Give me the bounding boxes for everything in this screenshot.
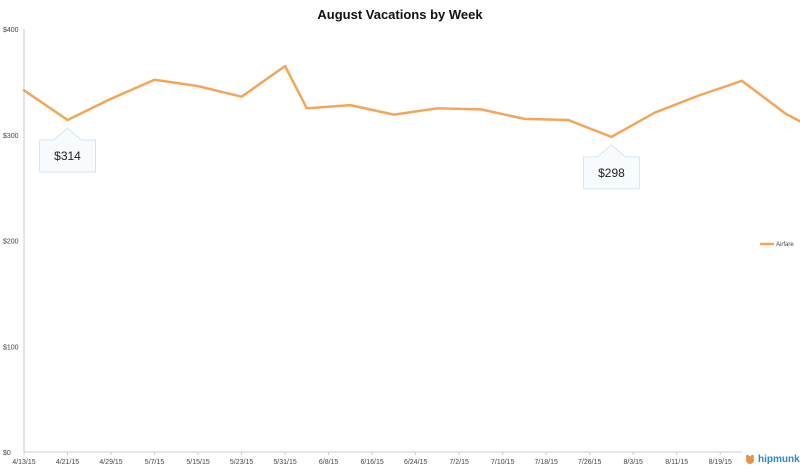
callout-box — [39, 127, 97, 173]
data-point — [240, 95, 243, 98]
data-point — [392, 113, 396, 116]
x-tick-label: 5/23/15 — [230, 459, 253, 466]
x-tick-label: 6/8/15 — [319, 459, 339, 466]
x-tick-label: 4/29/15 — [99, 459, 122, 466]
x-tick-label: 6/24/15 — [404, 459, 427, 466]
data-point — [66, 118, 69, 122]
data-point — [22, 89, 26, 92]
y-tick-label: $0 — [3, 450, 11, 457]
y-tick-label: $400 — [3, 27, 19, 34]
hipmunk-logo: hipmunk — [744, 450, 800, 468]
y-tick-label: $100 — [3, 344, 19, 351]
y-tick-label: $200 — [3, 239, 19, 246]
callout-label: $314 — [54, 149, 81, 163]
brand-name: hipmunk — [758, 453, 800, 465]
x-tick-label: 4/13/15 — [12, 459, 35, 466]
data-point — [436, 107, 439, 110]
x-tick-label: 5/15/15 — [186, 459, 209, 466]
x-tick-label: 8/11/15 — [665, 459, 688, 466]
data-point — [653, 111, 657, 114]
callout-label: $298 — [598, 166, 625, 180]
data-point — [109, 97, 113, 100]
x-tick-label: 7/26/15 — [578, 459, 601, 466]
data-point — [153, 78, 156, 81]
x-tick-label: 7/10/15 — [491, 459, 514, 466]
legend-label: Airfare — [776, 242, 794, 248]
chart-title: August Vacations by Week — [317, 7, 483, 22]
data-point — [697, 94, 700, 97]
data-point — [523, 117, 526, 121]
data-point — [196, 84, 200, 88]
x-tick-label: 7/18/15 — [535, 459, 558, 466]
x-tick-label: 5/7/15 — [145, 459, 165, 466]
hipmunk-icon — [745, 454, 755, 464]
data-point — [283, 64, 287, 68]
x-tick-label: 8/3/15 — [623, 459, 643, 466]
data-point — [740, 79, 744, 83]
x-tick-label: 6/16/15 — [360, 459, 383, 466]
x-tick-label: 5/31/15 — [273, 459, 296, 466]
callout-box — [582, 144, 640, 190]
x-tick-label: 7/2/15 — [449, 459, 469, 466]
data-point — [305, 107, 309, 110]
y-tick-label: $300 — [3, 133, 19, 140]
data-point — [566, 118, 570, 122]
data-point — [479, 108, 483, 111]
data-point — [610, 135, 613, 139]
series-line-airfare — [22, 64, 800, 139]
data-point — [784, 112, 787, 115]
x-tick-label: 4/21/15 — [56, 459, 79, 466]
x-tick-label: 8/19/15 — [709, 459, 732, 466]
data-point — [349, 103, 352, 107]
